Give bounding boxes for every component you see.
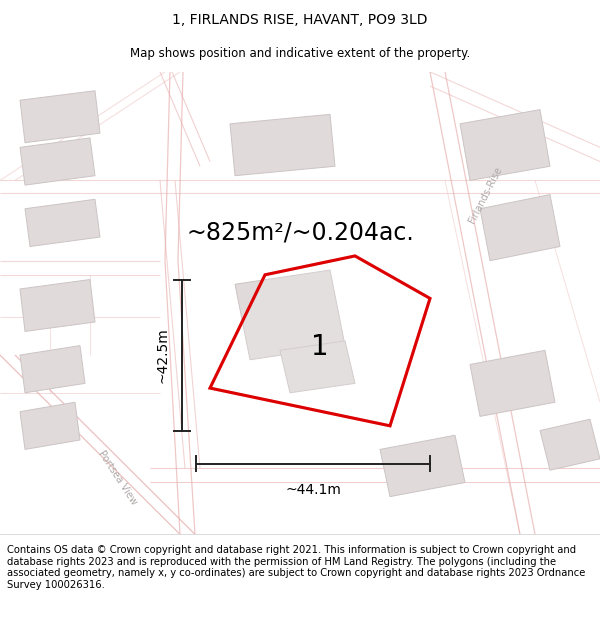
Polygon shape [480,194,560,261]
Polygon shape [230,114,335,176]
Polygon shape [20,91,100,142]
Polygon shape [20,346,85,392]
Text: Map shows position and indicative extent of the property.: Map shows position and indicative extent… [130,48,470,61]
Text: ~42.5m: ~42.5m [155,327,169,383]
Polygon shape [20,402,80,449]
Text: Firlands-Rise: Firlands-Rise [466,164,503,224]
Polygon shape [380,435,465,497]
Text: 1: 1 [311,334,329,361]
Text: Portsea View: Portsea View [97,449,139,507]
Polygon shape [235,270,345,360]
Polygon shape [540,419,600,470]
Polygon shape [460,109,550,181]
Text: ~44.1m: ~44.1m [285,483,341,497]
Text: 1, FIRLANDS RISE, HAVANT, PO9 3LD: 1, FIRLANDS RISE, HAVANT, PO9 3LD [172,13,428,27]
Polygon shape [20,279,95,331]
Polygon shape [280,341,355,392]
Polygon shape [470,351,555,416]
Polygon shape [20,138,95,185]
Polygon shape [210,256,430,426]
Text: ~825m²/~0.204ac.: ~825m²/~0.204ac. [186,221,414,244]
Text: Contains OS data © Crown copyright and database right 2021. This information is : Contains OS data © Crown copyright and d… [7,545,586,590]
Polygon shape [25,199,100,246]
